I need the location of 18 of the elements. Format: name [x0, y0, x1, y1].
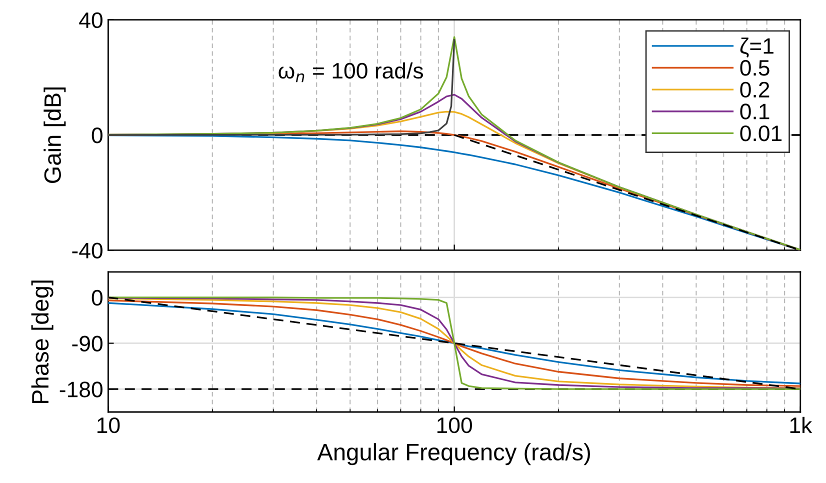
legend-label: 0.5: [740, 60, 770, 76]
x-tick-label: 1k: [790, 416, 812, 433]
y-tick-label: -90: [72, 336, 102, 352]
legend-label: ζ=1: [740, 38, 774, 58]
y-axis-title: Phase [deg]: [31, 280, 54, 404]
legend-label: 0.1: [740, 104, 770, 120]
y-tick-label: 0: [92, 290, 102, 306]
y-tick-label: 40: [79, 12, 102, 28]
legend-label: 0.01: [740, 125, 782, 142]
y-tick-label: -180: [60, 382, 102, 398]
x-axis-title: Angular Frequency (rad/s): [317, 443, 590, 466]
legend-label: 0.2: [740, 82, 770, 98]
y-tick-label: -40: [72, 242, 102, 258]
y-tick-label: 0: [92, 128, 102, 144]
x-tick-label: 100: [437, 417, 472, 434]
y-axis-title: Gain [dB]: [44, 87, 66, 184]
x-tick-label: 10: [98, 417, 120, 434]
annotation: ω$_{n}$ = 100 rad/s: [278, 62, 423, 82]
